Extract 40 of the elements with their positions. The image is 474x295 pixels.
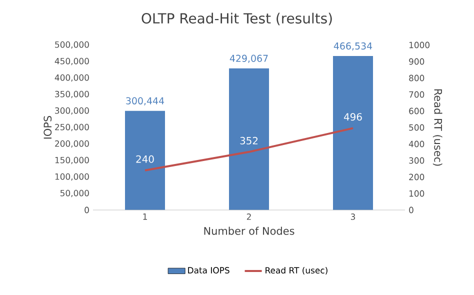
y-tick-label: 250,000 xyxy=(55,124,89,132)
y-tick-label: 0 xyxy=(84,206,89,214)
y-tick-label: 300,000 xyxy=(55,107,89,115)
data-label: 240 xyxy=(136,155,154,163)
y2-tick-label: 600 xyxy=(409,108,424,114)
y2-tick-label: 1000 xyxy=(409,42,430,48)
x-axis-title: Number of Nodes xyxy=(204,226,294,235)
y2-tick-label: 200 xyxy=(409,174,424,180)
bar xyxy=(125,110,165,210)
y-tick-label: 450,000 xyxy=(54,58,89,66)
y-tick-label: 350,000 xyxy=(55,90,89,98)
legend-label: Read RT (usec) xyxy=(266,266,328,275)
data-label: 352 xyxy=(240,136,258,144)
legend-label: Data IOPS xyxy=(188,267,230,274)
chart-title: OLTP Read-Hit Test (results) xyxy=(142,12,332,26)
y2-tick-label: 500 xyxy=(409,124,424,131)
y2-axis-title: Read RT (usec) xyxy=(432,89,442,166)
y-axis-title: IOPS xyxy=(44,116,52,139)
data-label: 300,444 xyxy=(126,97,164,106)
y-tick-label: 500,000 xyxy=(55,41,89,49)
data-label: 429,067 xyxy=(230,54,268,63)
y2-tick-label: 0 xyxy=(409,206,414,214)
data-label: 496 xyxy=(344,113,362,121)
bar xyxy=(333,56,374,210)
x-tick-label: 3 xyxy=(350,214,356,220)
y2-tick-label: 400 xyxy=(408,140,424,148)
y2-tick-label: 700 xyxy=(409,91,424,98)
y-tick-label: 50,000 xyxy=(60,190,89,198)
y-tick-label: 200,000 xyxy=(55,140,89,148)
y2-tick-label: 800 xyxy=(409,74,424,82)
bar xyxy=(229,68,270,210)
y-tick-label: 400,000 xyxy=(54,74,89,82)
y-tick-label: 150,000 xyxy=(55,156,89,164)
y-tick-label: 100,000 xyxy=(55,173,89,181)
y2-tick-label: 300 xyxy=(409,157,424,164)
x-tick-label: 1 xyxy=(143,214,147,220)
data-label: 466,534 xyxy=(334,42,372,51)
y2-tick-label: 100 xyxy=(409,190,424,197)
x-tick-label: 2 xyxy=(246,214,251,220)
y2-tick-label: 900 xyxy=(409,58,424,65)
